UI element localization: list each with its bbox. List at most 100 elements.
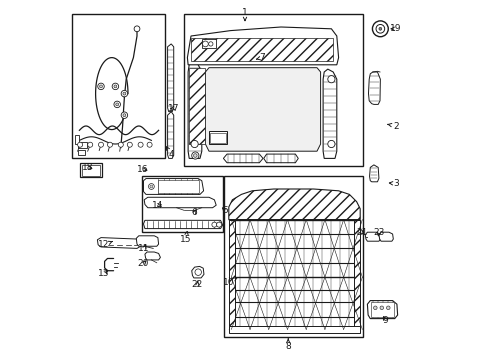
Polygon shape bbox=[368, 72, 380, 104]
Circle shape bbox=[148, 184, 154, 189]
Polygon shape bbox=[229, 189, 360, 220]
Text: 22: 22 bbox=[192, 280, 203, 289]
Bar bbox=[191, 38, 333, 61]
Polygon shape bbox=[323, 69, 337, 158]
Circle shape bbox=[217, 222, 221, 227]
Polygon shape bbox=[168, 44, 174, 112]
Text: 15: 15 bbox=[180, 231, 192, 244]
Text: 6: 6 bbox=[192, 208, 197, 217]
Polygon shape bbox=[145, 252, 160, 260]
Polygon shape bbox=[229, 220, 235, 329]
Circle shape bbox=[107, 142, 113, 147]
Circle shape bbox=[116, 103, 119, 106]
Text: 9: 9 bbox=[383, 316, 388, 325]
Circle shape bbox=[387, 306, 390, 310]
Bar bbox=[77, 142, 87, 148]
Circle shape bbox=[114, 85, 117, 88]
Circle shape bbox=[195, 269, 201, 275]
Polygon shape bbox=[144, 220, 222, 229]
Text: 5: 5 bbox=[222, 206, 228, 215]
Circle shape bbox=[127, 142, 132, 147]
Polygon shape bbox=[136, 236, 159, 246]
Circle shape bbox=[77, 142, 83, 147]
Text: 17: 17 bbox=[168, 104, 179, 113]
Bar bbox=[72, 14, 165, 158]
Circle shape bbox=[98, 83, 104, 90]
Polygon shape bbox=[354, 220, 360, 329]
Bar bbox=[371, 302, 394, 317]
Bar bbox=[210, 133, 225, 143]
Text: 20: 20 bbox=[138, 259, 149, 268]
Bar bbox=[82, 165, 100, 176]
Polygon shape bbox=[187, 27, 339, 65]
Text: 10: 10 bbox=[223, 278, 237, 287]
Circle shape bbox=[380, 306, 384, 310]
Polygon shape bbox=[368, 301, 398, 319]
Text: 2: 2 bbox=[388, 122, 399, 131]
Polygon shape bbox=[192, 266, 204, 278]
Bar bbox=[77, 150, 85, 155]
Circle shape bbox=[121, 90, 127, 97]
Polygon shape bbox=[98, 238, 141, 248]
Text: 4: 4 bbox=[167, 147, 174, 159]
Circle shape bbox=[209, 42, 213, 46]
Circle shape bbox=[99, 85, 102, 88]
Circle shape bbox=[202, 41, 208, 47]
Circle shape bbox=[328, 140, 335, 148]
Circle shape bbox=[123, 92, 126, 95]
Text: 13: 13 bbox=[98, 269, 110, 278]
Polygon shape bbox=[205, 68, 320, 151]
Bar bbox=[75, 135, 79, 144]
Circle shape bbox=[212, 222, 217, 227]
Text: 1: 1 bbox=[242, 8, 248, 21]
Circle shape bbox=[134, 26, 140, 32]
Polygon shape bbox=[144, 197, 216, 208]
Polygon shape bbox=[369, 165, 379, 182]
Circle shape bbox=[379, 27, 382, 30]
Bar bbox=[224, 176, 363, 337]
Polygon shape bbox=[189, 68, 205, 144]
Polygon shape bbox=[223, 154, 263, 163]
Circle shape bbox=[328, 76, 335, 83]
Bar bbox=[158, 180, 199, 193]
Text: 21: 21 bbox=[356, 228, 368, 237]
Circle shape bbox=[112, 83, 119, 90]
Circle shape bbox=[98, 142, 103, 147]
Circle shape bbox=[372, 21, 388, 37]
Circle shape bbox=[373, 306, 377, 310]
Circle shape bbox=[123, 114, 126, 117]
Text: 12: 12 bbox=[98, 240, 112, 249]
Polygon shape bbox=[379, 232, 393, 241]
Polygon shape bbox=[264, 154, 298, 163]
Circle shape bbox=[118, 142, 123, 147]
Bar bbox=[209, 131, 227, 144]
Circle shape bbox=[192, 152, 199, 159]
Text: 3: 3 bbox=[390, 179, 399, 188]
Polygon shape bbox=[229, 326, 360, 333]
Text: 23: 23 bbox=[373, 228, 385, 237]
Circle shape bbox=[191, 140, 198, 148]
Circle shape bbox=[150, 185, 153, 188]
Circle shape bbox=[376, 24, 385, 33]
Text: 18: 18 bbox=[81, 163, 93, 172]
Text: 14: 14 bbox=[152, 201, 164, 210]
Bar bbox=[143, 176, 223, 232]
Circle shape bbox=[114, 101, 121, 108]
Circle shape bbox=[147, 142, 152, 147]
Polygon shape bbox=[188, 61, 202, 158]
Text: 19: 19 bbox=[390, 24, 401, 33]
Polygon shape bbox=[168, 112, 174, 158]
Text: 8: 8 bbox=[285, 339, 291, 351]
Bar bbox=[80, 163, 102, 177]
Bar bbox=[184, 14, 363, 166]
Bar bbox=[202, 39, 216, 48]
Text: 11: 11 bbox=[139, 244, 150, 253]
Polygon shape bbox=[365, 232, 380, 241]
Polygon shape bbox=[144, 179, 204, 194]
Text: 16: 16 bbox=[137, 165, 148, 174]
Circle shape bbox=[121, 112, 127, 118]
Circle shape bbox=[138, 142, 143, 147]
Text: 7: 7 bbox=[256, 53, 265, 62]
Circle shape bbox=[88, 142, 93, 147]
Circle shape bbox=[194, 154, 197, 157]
